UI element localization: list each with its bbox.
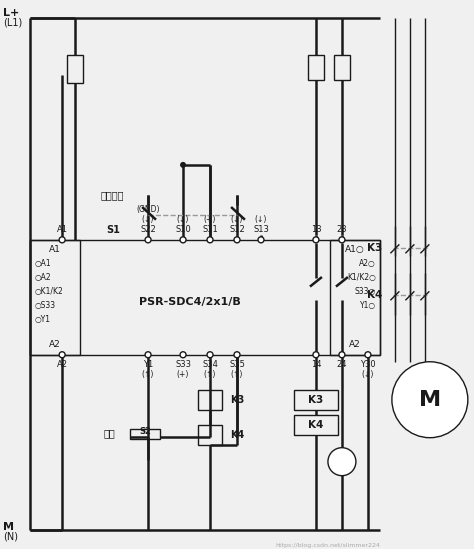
Text: S13: S13 xyxy=(253,225,269,234)
Bar xyxy=(198,425,222,445)
Text: (↓): (↓) xyxy=(142,215,154,225)
Circle shape xyxy=(145,352,151,358)
Bar xyxy=(330,240,380,355)
Circle shape xyxy=(339,352,345,358)
Circle shape xyxy=(339,237,345,243)
Text: PSR-SDC4/2x1/B: PSR-SDC4/2x1/B xyxy=(139,297,241,307)
Text: S22: S22 xyxy=(140,225,156,234)
Circle shape xyxy=(180,352,186,358)
Text: (L1): (L1) xyxy=(3,18,22,28)
Circle shape xyxy=(145,237,151,243)
Text: S33○: S33○ xyxy=(355,287,376,296)
Text: A2: A2 xyxy=(56,360,68,369)
Text: K4: K4 xyxy=(230,430,244,440)
Text: 23: 23 xyxy=(337,225,347,234)
Text: K3: K3 xyxy=(308,395,324,405)
Text: S35: S35 xyxy=(229,360,245,369)
Text: (↑): (↑) xyxy=(231,370,243,379)
Text: S34: S34 xyxy=(202,360,218,369)
Text: K4: K4 xyxy=(308,419,324,430)
Text: (GND): (GND) xyxy=(137,205,160,214)
Text: Y1○: Y1○ xyxy=(360,301,376,310)
Circle shape xyxy=(234,237,240,243)
Text: A1: A1 xyxy=(49,245,61,254)
Text: S2: S2 xyxy=(139,427,151,436)
Text: ○Y1: ○Y1 xyxy=(34,315,50,324)
Text: (↑): (↑) xyxy=(204,370,216,379)
Circle shape xyxy=(313,352,319,358)
Text: 24: 24 xyxy=(337,360,347,369)
Text: 复位: 复位 xyxy=(103,428,115,438)
Text: 急停按钮: 急停按钮 xyxy=(100,190,124,200)
Text: Y1: Y1 xyxy=(143,360,153,369)
Circle shape xyxy=(258,237,264,243)
Bar xyxy=(30,240,80,355)
Bar xyxy=(294,390,338,410)
Text: ○K1/K2: ○K1/K2 xyxy=(34,287,63,296)
Text: A1: A1 xyxy=(56,225,68,234)
Text: (N): (N) xyxy=(3,531,18,542)
Circle shape xyxy=(392,362,468,438)
Text: (+): (+) xyxy=(177,370,189,379)
Text: (+): (+) xyxy=(204,215,216,225)
Text: (↑): (↑) xyxy=(142,370,154,379)
Circle shape xyxy=(59,237,65,243)
Text: A2: A2 xyxy=(349,340,361,349)
Circle shape xyxy=(180,162,186,168)
Text: M: M xyxy=(3,522,14,531)
Text: ○A2: ○A2 xyxy=(34,273,51,282)
Text: S11: S11 xyxy=(202,225,218,234)
Text: M: M xyxy=(419,390,441,410)
Circle shape xyxy=(328,447,356,475)
Bar xyxy=(334,55,350,80)
Text: S33: S33 xyxy=(175,360,191,369)
Bar xyxy=(67,55,83,83)
Text: K3: K3 xyxy=(367,243,382,253)
Text: https://blog.csdn.net/slimmer224: https://blog.csdn.net/slimmer224 xyxy=(275,542,380,547)
Circle shape xyxy=(207,352,213,358)
Text: K3: K3 xyxy=(230,395,244,405)
Text: (↓): (↓) xyxy=(231,215,243,225)
Text: (↓): (↓) xyxy=(255,215,267,225)
Text: (↓): (↓) xyxy=(362,370,374,379)
Circle shape xyxy=(207,237,213,243)
Text: (↓): (↓) xyxy=(177,215,189,225)
Text: S10: S10 xyxy=(175,225,191,234)
Text: A2: A2 xyxy=(49,340,61,349)
Text: ○S33: ○S33 xyxy=(34,301,55,310)
Circle shape xyxy=(59,352,65,358)
Text: S1: S1 xyxy=(106,225,120,235)
Bar xyxy=(308,55,324,80)
Text: L+: L+ xyxy=(3,8,19,18)
Text: S12: S12 xyxy=(229,225,245,234)
Text: 14: 14 xyxy=(310,360,321,369)
Circle shape xyxy=(180,237,186,243)
Circle shape xyxy=(313,237,319,243)
Circle shape xyxy=(234,352,240,358)
Circle shape xyxy=(365,352,371,358)
Text: K4: K4 xyxy=(366,290,382,300)
Text: ○A1: ○A1 xyxy=(34,259,51,268)
Text: Y30: Y30 xyxy=(360,360,376,369)
Bar xyxy=(130,429,160,439)
Bar xyxy=(30,240,380,355)
Bar xyxy=(294,414,338,435)
Bar xyxy=(198,390,222,410)
Text: A1○: A1○ xyxy=(345,245,365,254)
Text: K1/K2○: K1/K2○ xyxy=(347,273,376,282)
Text: A2○: A2○ xyxy=(359,259,376,268)
Text: 13: 13 xyxy=(310,225,321,234)
